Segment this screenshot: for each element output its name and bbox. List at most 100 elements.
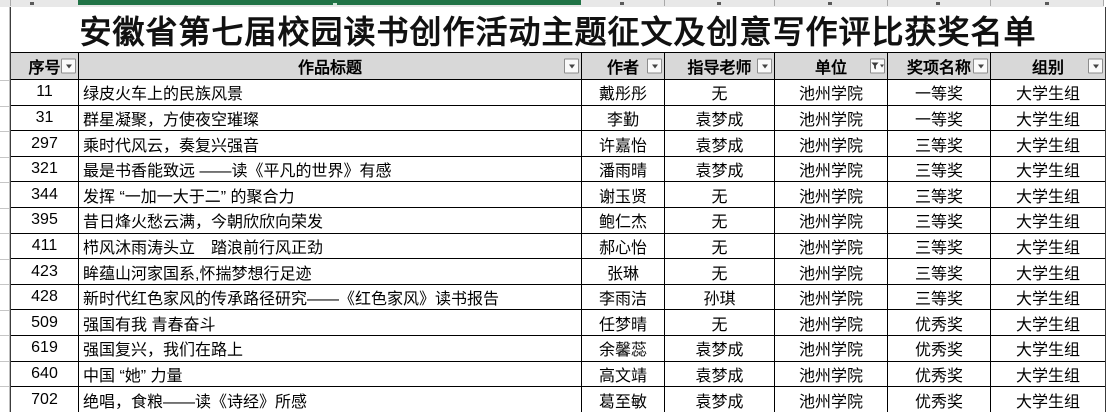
filter-dropdown-button[interactable] bbox=[61, 58, 76, 74]
column-headers-strip[interactable] bbox=[0, 0, 1104, 7]
cell-award[interactable]: 三等奖 bbox=[888, 208, 991, 233]
cell-work-title[interactable]: 乘时代风云，奏复兴强音 bbox=[79, 131, 582, 156]
cell-work-title[interactable]: 中国 “她” 力量 bbox=[79, 361, 582, 387]
cell-advisor[interactable]: 无 bbox=[665, 259, 775, 284]
column-header[interactable]: 单位 bbox=[775, 53, 888, 79]
cell-serial-number[interactable]: 702 bbox=[11, 387, 79, 412]
cell-advisor[interactable]: 无 bbox=[665, 80, 775, 105]
cell-award[interactable]: 一等奖 bbox=[888, 105, 991, 131]
cell-unit[interactable]: 池州学院 bbox=[775, 182, 888, 208]
column-header[interactable]: 序号 bbox=[11, 53, 79, 79]
cell-serial-number[interactable]: 321 bbox=[11, 156, 79, 182]
cell-group[interactable]: 大学生组 bbox=[1015, 137, 1080, 155]
cell-award[interactable]: 优秀奖 bbox=[888, 336, 991, 361]
cell-work-title[interactable]: 眸蕴山河家国系,怀揣梦想行足迹 bbox=[79, 259, 582, 284]
filter-dropdown-button[interactable] bbox=[647, 58, 662, 74]
cell-unit[interactable]: 池州学院 bbox=[775, 208, 888, 233]
cell-author[interactable]: 许嘉怡 bbox=[582, 131, 665, 156]
cell-unit[interactable]: 池州学院 bbox=[775, 310, 888, 336]
cell-work-title[interactable]: 栉风沐雨涛头立 踏浪前行风正劲 bbox=[79, 233, 582, 259]
title-row[interactable]: 安徽省第七届校园读书创作活动主题征文及创意写作评比获奖名单 bbox=[11, 7, 1105, 52]
cell-award[interactable]: 优秀奖 bbox=[888, 310, 991, 336]
cell-group[interactable]: 大学生组 bbox=[1015, 368, 1080, 385]
cell-group[interactable]: 大学生组 bbox=[1015, 214, 1080, 232]
cell-serial-number[interactable]: 619 bbox=[11, 336, 79, 361]
cell-serial-number[interactable]: 297 bbox=[11, 131, 79, 156]
cell-award[interactable]: 三等奖 bbox=[888, 182, 991, 208]
cell-serial-number[interactable]: 428 bbox=[11, 284, 79, 310]
cell-serial-number[interactable]: 395 bbox=[11, 208, 79, 233]
funnel-filter-icon[interactable] bbox=[870, 58, 885, 74]
cell-advisor[interactable]: 袁梦成 bbox=[665, 156, 775, 182]
cell-work-title[interactable]: 群星凝聚，方使夜空璀璨 bbox=[79, 105, 582, 131]
cell-author[interactable]: 葛至敏 bbox=[582, 387, 665, 412]
cell-work-title[interactable]: 新时代红色家风的传承路径研究——《红色家风》读书报告 bbox=[79, 284, 582, 310]
cell-award[interactable]: 三等奖 bbox=[888, 131, 991, 156]
cell-serial-number[interactable]: 11 bbox=[11, 80, 79, 105]
cell-author[interactable]: 任梦晴 bbox=[582, 310, 665, 336]
cell-author[interactable]: 鲍仁杰 bbox=[582, 208, 665, 233]
cell-group[interactable]: 大学生组 bbox=[1015, 111, 1080, 129]
cell-award[interactable]: 一等奖 bbox=[888, 80, 991, 105]
column-header[interactable]: 作品标题 bbox=[79, 53, 582, 79]
cell-unit[interactable]: 池州学院 bbox=[775, 361, 888, 387]
cell-unit[interactable]: 池州学院 bbox=[775, 336, 888, 361]
cell-group[interactable]: 大学生组 bbox=[1015, 291, 1080, 309]
cell-group[interactable]: 大学生组 bbox=[1015, 316, 1080, 334]
cell-group[interactable]: 大学生组 bbox=[1015, 393, 1080, 411]
cell-work-title[interactable]: 昔日烽火愁云满，今朝欣欣向荣发 bbox=[79, 208, 582, 233]
cell-advisor[interactable]: 袁梦成 bbox=[665, 387, 775, 412]
cell-advisor[interactable]: 孙琪 bbox=[665, 284, 775, 310]
cell-serial-number[interactable]: 344 bbox=[11, 182, 79, 208]
cell-advisor[interactable]: 袁梦成 bbox=[665, 336, 775, 361]
cell-unit[interactable]: 池州学院 bbox=[775, 80, 888, 105]
filter-dropdown-button[interactable] bbox=[1088, 58, 1103, 74]
cell-advisor[interactable]: 无 bbox=[665, 233, 775, 259]
cell-serial-number[interactable]: 423 bbox=[11, 259, 79, 284]
cell-serial-number[interactable]: 31 bbox=[11, 105, 79, 131]
cell-unit[interactable]: 池州学院 bbox=[775, 259, 888, 284]
cell-work-title[interactable]: 绝唱，食粮——读《诗经》所感 bbox=[79, 387, 582, 412]
cell-award[interactable]: 优秀奖 bbox=[888, 387, 991, 412]
cell-author[interactable]: 郝心怡 bbox=[582, 233, 665, 259]
cell-work-title[interactable]: 强国有我 青春奋斗 bbox=[79, 310, 582, 336]
cell-work-title[interactable]: 绿皮火车上的民族风景 bbox=[79, 80, 582, 105]
cell-award[interactable]: 三等奖 bbox=[888, 259, 991, 284]
cell-group[interactable]: 大学生组 bbox=[1015, 188, 1080, 206]
cell-author[interactable]: 张琳 bbox=[582, 259, 665, 284]
cell-unit[interactable]: 池州学院 bbox=[775, 131, 888, 156]
cell-unit[interactable]: 池州学院 bbox=[775, 233, 888, 259]
cell-advisor[interactable]: 袁梦成 bbox=[665, 361, 775, 387]
cell-advisor[interactable]: 袁梦成 bbox=[665, 131, 775, 156]
filter-dropdown-button[interactable] bbox=[564, 58, 579, 74]
cell-work-title[interactable]: 发挥 “一加一大于二” 的聚合力 bbox=[79, 182, 582, 208]
cell-award[interactable]: 三等奖 bbox=[888, 156, 991, 182]
cell-serial-number[interactable]: 640 bbox=[11, 361, 79, 387]
cell-work-title[interactable]: 强国复兴，我们在路上 bbox=[79, 336, 582, 361]
cell-author[interactable]: 李雨洁 bbox=[582, 284, 665, 310]
cell-unit[interactable]: 池州学院 bbox=[775, 156, 888, 182]
cell-author[interactable]: 谢玉贤 bbox=[582, 182, 665, 208]
cell-advisor[interactable]: 袁梦成 bbox=[665, 105, 775, 131]
filter-dropdown-button[interactable] bbox=[757, 58, 772, 74]
cell-author[interactable]: 李勤 bbox=[582, 105, 665, 131]
cell-group[interactable]: 大学生组 bbox=[1015, 239, 1080, 257]
cell-group[interactable]: 大学生组 bbox=[1015, 86, 1080, 104]
cell-advisor[interactable]: 无 bbox=[665, 182, 775, 208]
cell-award[interactable]: 三等奖 bbox=[888, 233, 991, 259]
cell-award[interactable]: 三等奖 bbox=[888, 284, 991, 310]
cell-serial-number[interactable]: 509 bbox=[11, 310, 79, 336]
cell-unit[interactable]: 池州学院 bbox=[775, 284, 888, 310]
cell-author[interactable]: 余馨蕊 bbox=[582, 336, 665, 361]
filter-dropdown-button[interactable] bbox=[973, 58, 988, 74]
cell-award[interactable]: 优秀奖 bbox=[888, 361, 991, 387]
cell-author[interactable]: 戴彤彤 bbox=[582, 80, 665, 105]
cell-work-title[interactable]: 最是书香能致远 ——读《平凡的世界》有感 bbox=[79, 156, 582, 182]
cell-group[interactable]: 大学生组 bbox=[1015, 342, 1080, 360]
cell-group[interactable]: 大学生组 bbox=[1015, 163, 1080, 181]
cell-advisor[interactable]: 无 bbox=[665, 208, 775, 233]
column-header[interactable]: 奖项名称 bbox=[888, 53, 991, 79]
cell-group[interactable]: 大学生组 bbox=[1015, 265, 1080, 283]
cell-unit[interactable]: 池州学院 bbox=[775, 105, 888, 131]
cell-author[interactable]: 潘雨晴 bbox=[582, 156, 665, 182]
